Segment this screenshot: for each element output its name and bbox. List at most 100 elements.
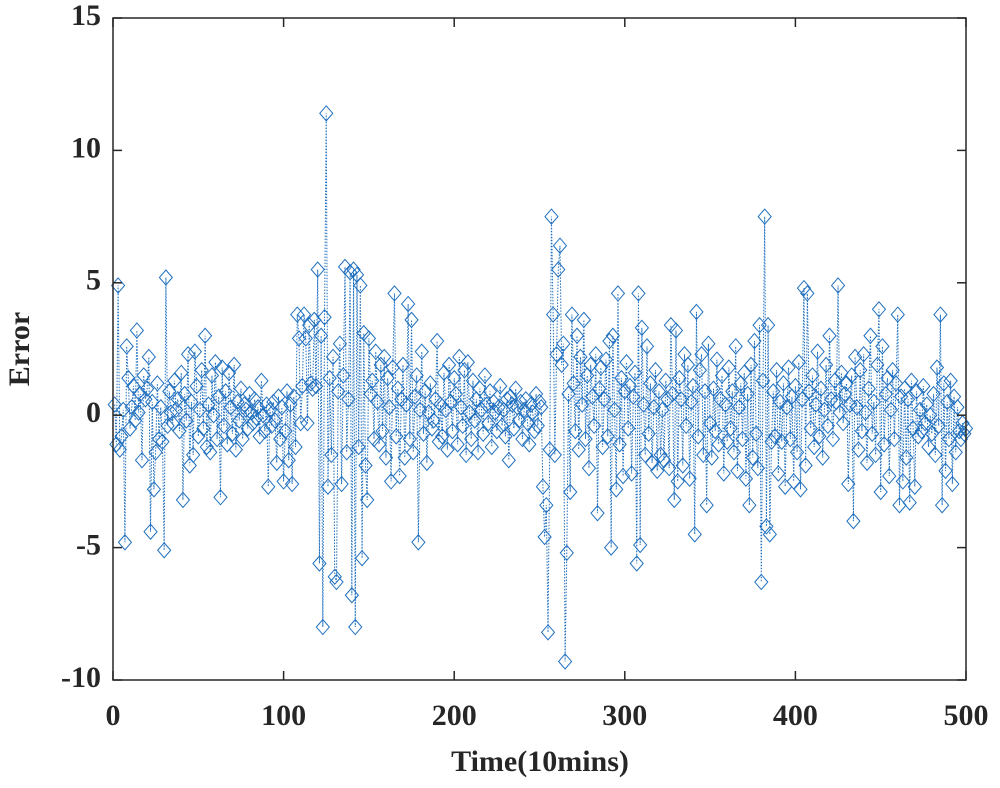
diamond-marker [556, 335, 571, 352]
diamond-marker [445, 422, 460, 440]
y-tick-label: 5 [86, 264, 101, 297]
diamond-marker [597, 391, 612, 408]
diamond-marker [302, 316, 317, 334]
diamond-marker [134, 451, 150, 469]
diamond-marker [312, 555, 327, 572]
diamond-marker [923, 406, 938, 424]
diamond-marker [116, 401, 131, 419]
diamond-marker [948, 444, 963, 461]
diamond-marker [537, 528, 552, 546]
diamond-marker [489, 422, 505, 440]
diamond-marker [697, 383, 713, 400]
diamond-marker [545, 306, 561, 323]
diamond-marker [423, 375, 438, 392]
diamond-marker [754, 573, 769, 591]
diamond-marker [470, 444, 486, 461]
diamond-marker [878, 385, 893, 403]
diamond-marker [781, 359, 796, 376]
diamond-marker [279, 383, 295, 400]
diamond-marker [167, 372, 182, 390]
diamond-marker [438, 401, 453, 419]
diamond-marker [199, 438, 214, 456]
diamond-marker [165, 414, 180, 432]
diamond-marker [849, 398, 864, 416]
plot-frame [112, 17, 967, 681]
diamond-marker [206, 406, 221, 424]
diamond-marker [600, 428, 615, 445]
diamond-marker [237, 396, 252, 413]
diamond-marker [286, 388, 301, 405]
diamond-marker [180, 346, 196, 363]
diamond-marker [875, 338, 890, 355]
diamond-marker [296, 306, 312, 323]
diamond-marker [196, 420, 211, 437]
diamond-marker [455, 417, 470, 435]
diamond-marker [610, 285, 626, 302]
diamond-marker [574, 396, 590, 413]
diamond-marker [293, 414, 308, 432]
diamond-marker [559, 544, 574, 562]
diamond-marker [694, 346, 709, 363]
diamond-marker [508, 380, 523, 397]
diamond-marker [465, 372, 481, 390]
diamond-marker [719, 433, 735, 450]
diamond-marker [274, 398, 290, 416]
diamond-marker [692, 361, 708, 379]
diamond-marker [503, 388, 518, 405]
diamond-marker [124, 398, 139, 416]
diamond-marker [131, 404, 146, 421]
diamond-marker [771, 465, 786, 482]
diamond-marker [820, 417, 835, 435]
diamond-marker [213, 489, 228, 506]
diamond-marker [887, 430, 902, 448]
diamond-marker [481, 414, 496, 432]
diamond-marker [767, 428, 783, 445]
diamond-marker [772, 393, 788, 411]
diamond-marker [358, 457, 373, 474]
diamond-marker [588, 346, 603, 363]
diamond-marker [824, 391, 839, 408]
diamond-marker [632, 536, 648, 554]
diamond-marker [184, 393, 199, 411]
diamond-marker [121, 369, 136, 387]
diamond-marker [593, 359, 609, 376]
diamond-marker [660, 391, 675, 408]
diamond-marker [617, 383, 632, 400]
diamond-marker [774, 433, 789, 450]
diamond-marker [564, 306, 580, 323]
diamond-marker [585, 388, 600, 405]
diamond-marker [361, 330, 377, 347]
diamond-marker [685, 377, 701, 395]
diamond-marker [941, 430, 957, 448]
diamond-marker [675, 457, 690, 474]
diamond-marker [371, 436, 387, 453]
diamond-marker [225, 425, 240, 442]
diamond-marker [689, 303, 704, 321]
diamond-marker [900, 391, 916, 408]
diamond-marker [866, 393, 882, 411]
diamond-marker [223, 398, 238, 416]
diamond-marker [402, 430, 418, 448]
diamond-marker [308, 377, 324, 395]
diamond-marker [793, 481, 808, 498]
diamond-marker [346, 261, 361, 278]
diamond-marker [882, 467, 897, 485]
diamond-marker [300, 414, 315, 432]
diamond-marker [714, 367, 730, 384]
diamond-marker [583, 356, 598, 374]
diamond-marker [259, 396, 274, 413]
diamond-marker [153, 398, 168, 416]
diamond-marker [730, 462, 745, 480]
x-tick-label: 200 [432, 699, 477, 732]
diamond-marker [607, 401, 622, 419]
diamond-marker [653, 446, 668, 464]
diamond-marker [220, 436, 235, 453]
diamond-marker [899, 449, 914, 466]
diamond-marker [424, 420, 440, 437]
diamond-marker [249, 409, 264, 427]
diamond-marker [789, 444, 805, 461]
diamond-marker [380, 369, 395, 387]
diamond-marker [474, 401, 489, 419]
diamond-marker [187, 343, 203, 360]
diamond-marker [460, 353, 476, 371]
